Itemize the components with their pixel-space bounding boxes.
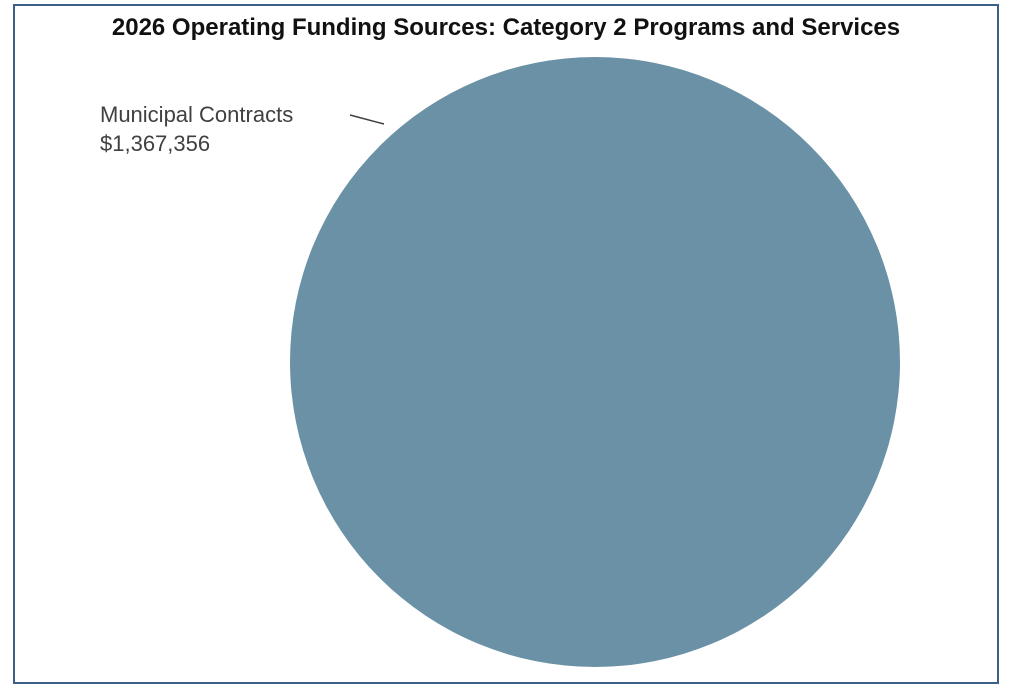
chart-title: 2026 Operating Funding Sources: Category…: [111, 14, 901, 41]
slice-label-value: $1,367,356: [100, 131, 210, 156]
slice-label-name: Municipal Contracts: [100, 102, 293, 127]
slice-leader-line: [349, 114, 385, 125]
pie-slice-0: [290, 57, 900, 667]
